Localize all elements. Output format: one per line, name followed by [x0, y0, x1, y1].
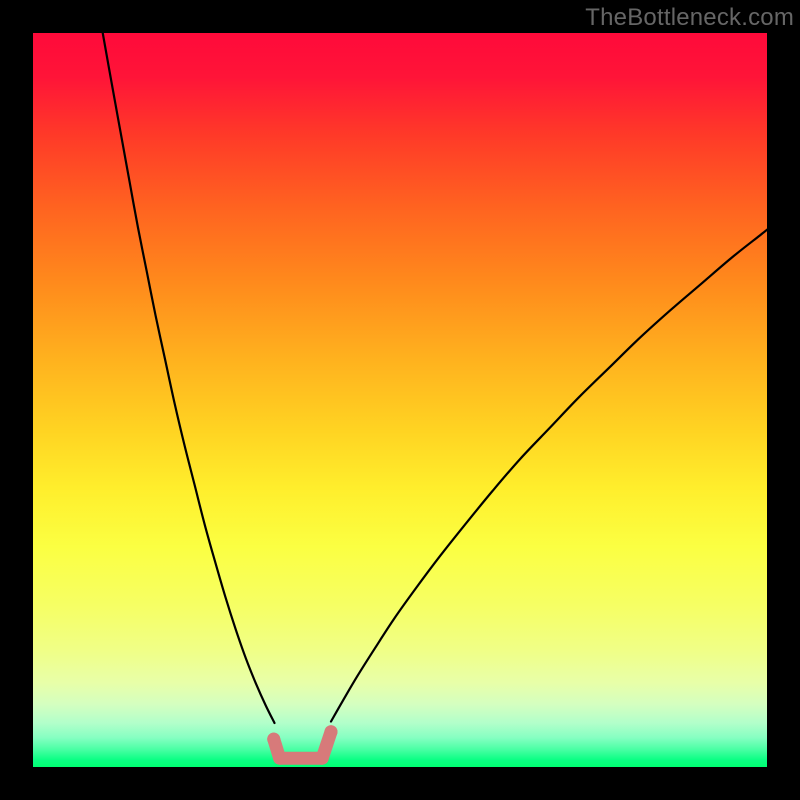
watermark-text: TheBottleneck.com: [585, 4, 794, 32]
plot-background: [33, 33, 767, 767]
bottleneck-chart: [0, 0, 800, 800]
chart-container: TheBottleneck.com: [0, 0, 800, 800]
